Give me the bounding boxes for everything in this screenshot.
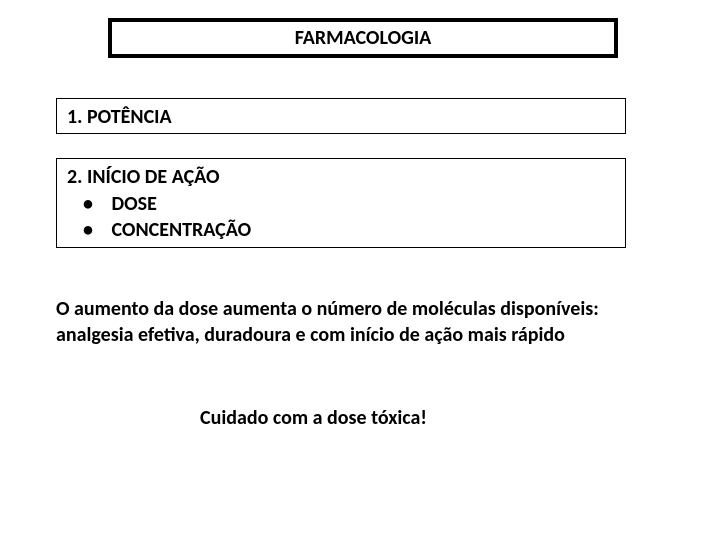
section-1-box: 1. POTÊNCIA xyxy=(56,98,626,134)
section-1-heading: 1. POTÊNCIA xyxy=(67,105,172,129)
list-item: DOSE xyxy=(73,191,615,217)
slide-title: FARMACOLOGIA xyxy=(295,26,432,50)
body-paragraph: O aumento da dose aumenta o número de mo… xyxy=(56,296,666,348)
section-2-box: 2. INÍCIO DE AÇÃO DOSE CONCENTRAÇÃO xyxy=(56,158,626,248)
section-2-heading: 2. INÍCIO DE AÇÃO xyxy=(67,165,615,189)
slide-title-box: FARMACOLOGIA xyxy=(108,18,618,58)
list-item: CONCENTRAÇÃO xyxy=(73,217,615,243)
warning-text: Cuidado com a dose tóxica! xyxy=(200,406,427,430)
section-2-bullets: DOSE CONCENTRAÇÃO xyxy=(73,191,615,243)
